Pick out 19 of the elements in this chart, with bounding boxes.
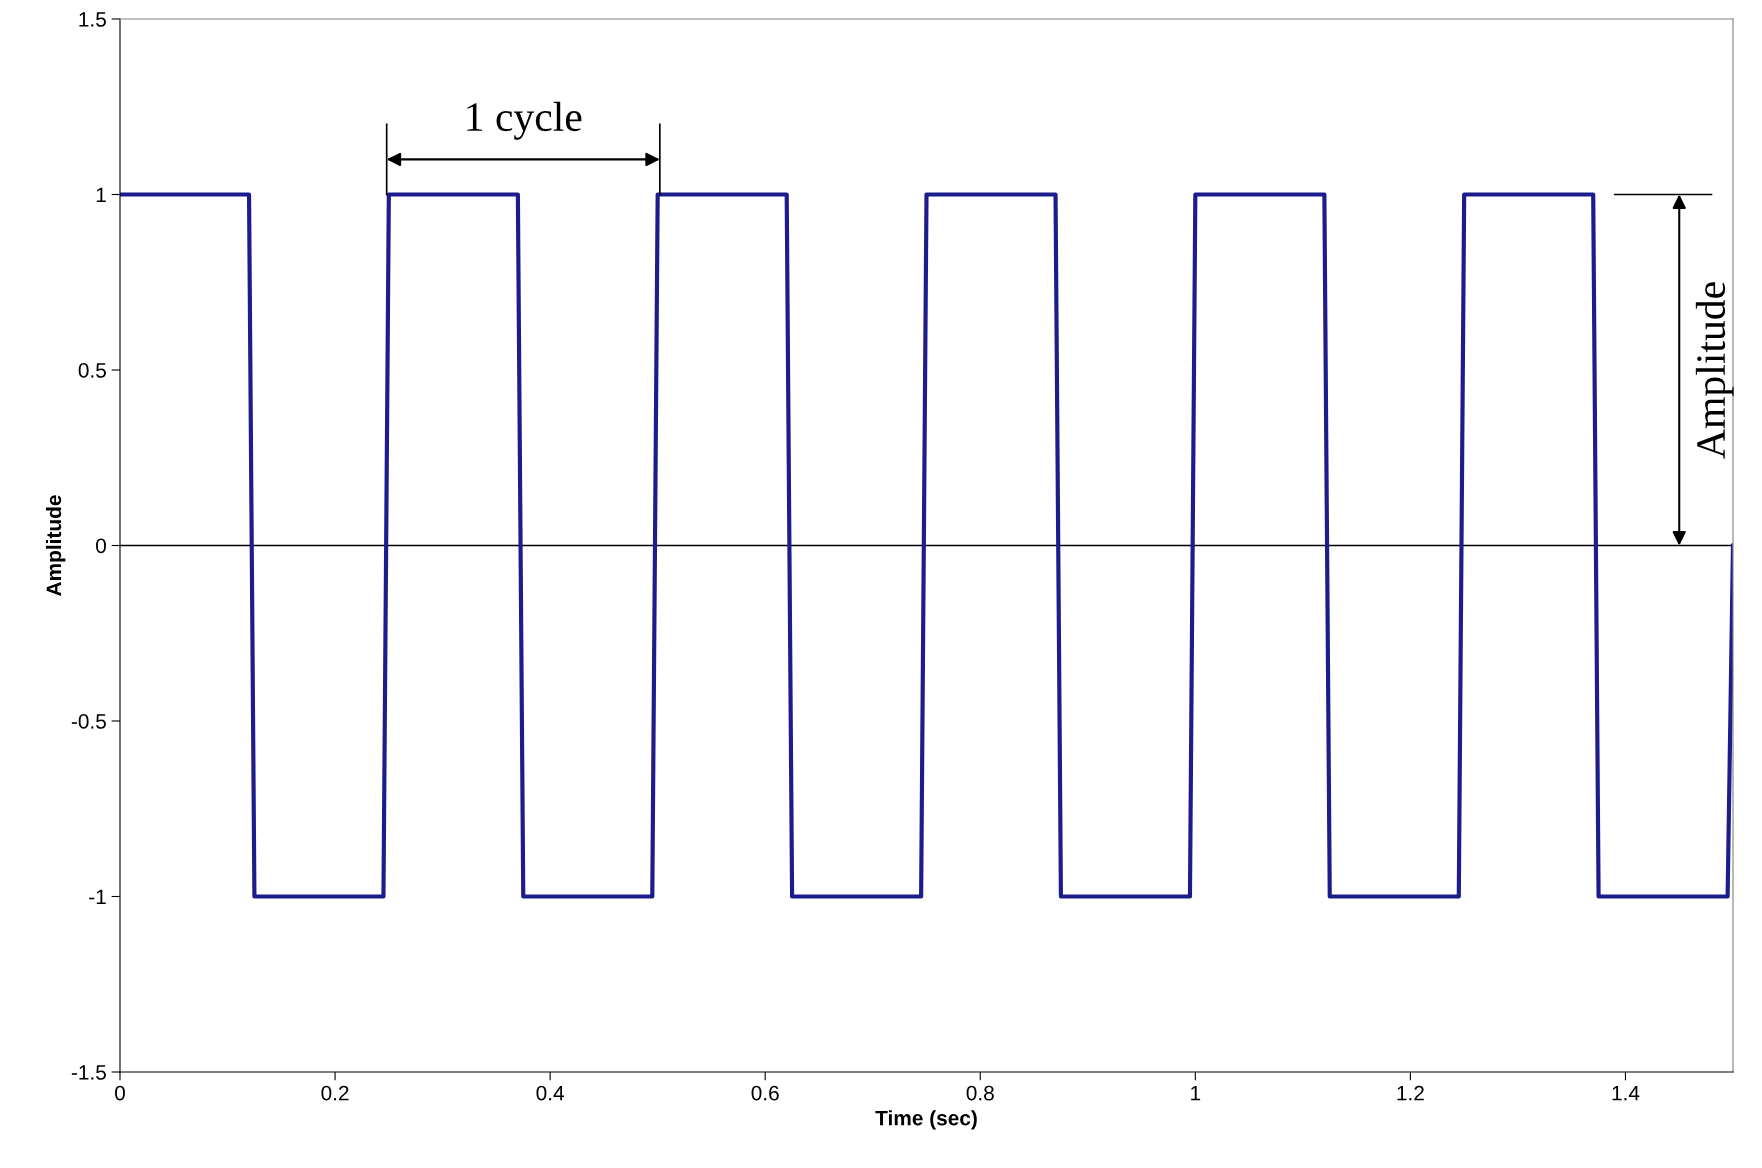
x-tick-label: 0 — [115, 1085, 125, 1101]
y-tick-label: 0.5 — [78, 363, 106, 378]
x-tick-label: 1 — [1191, 1085, 1201, 1101]
y-tick-label: 1.5 — [79, 12, 106, 27]
y-tick-label: -0.5 — [71, 714, 106, 729]
y-tick-label: 0 — [96, 538, 106, 554]
annotation: Amplitude — [1695, 282, 1734, 459]
x-tick-label: 0.8 — [966, 1085, 994, 1101]
y-tick-label: -1.5 — [71, 1065, 106, 1080]
x-tick-label: 0.2 — [321, 1085, 349, 1101]
x-tick-label: 0.6 — [751, 1085, 779, 1101]
y-tick-label: 1 — [96, 187, 106, 203]
y-tick-label: -1 — [89, 889, 106, 905]
y-axis-title: Amplitude — [45, 495, 66, 596]
annotation: 1 cycle — [467, 101, 582, 140]
x-tick-label: 1.4 — [1612, 1085, 1640, 1101]
x-tick-label: 1.2 — [1397, 1085, 1424, 1101]
x-axis-title: Time (sec) — [875, 1110, 977, 1130]
x-tick-label: 0.4 — [536, 1085, 565, 1101]
